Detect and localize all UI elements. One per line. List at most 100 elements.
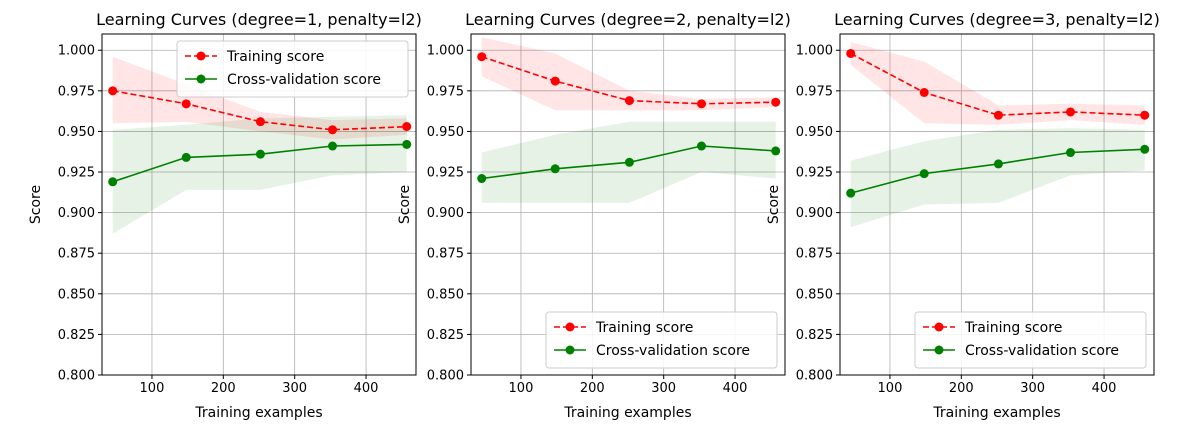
y-tick-label: 0.825 [796,328,833,343]
std-band-training [112,56,407,140]
data-point-training [255,117,265,127]
y-tick-label: 0.950 [427,125,464,140]
legend: Training score Cross-validation score [914,311,1147,369]
data-point-cv [108,177,118,187]
data-point-training [402,122,412,132]
data-point-training [477,52,487,62]
chart-title: Learning Curves (degree=1, penalty=l2) [96,10,422,29]
legend-box [176,40,409,98]
y-tick-label: 0.875 [427,247,464,262]
legend-box [914,311,1147,369]
chart-panel-3: 100 200 300 400 0.800 0.825 0.850 0.875 0.900 0.9… [766,10,1160,421]
data-point-training [181,99,191,109]
y-tick-label: 0.875 [58,247,95,262]
y-tick-label: 0.850 [796,287,833,302]
x-tick-label: 400 [1092,381,1117,396]
y-axis-label: Score [397,185,413,224]
legend-entry-cv: Cross-validation score [227,72,381,88]
data-point-cv [402,139,412,149]
x-axis-label: Training examples [932,405,1060,421]
legend-entry-cv: Cross-validation score [965,343,1119,359]
y-axis-label: Score [766,185,782,224]
chart-panel-2: 100 200 300 400 0.800 0.825 0.850 0.875 0.900 0.9… [397,10,791,421]
data-point-cv [624,157,634,167]
chart-title: Learning Curves (degree=3, penalty=l2) [834,10,1160,29]
data-point-training [846,48,856,58]
data-point-training [328,125,338,135]
data-point-cv [1066,148,1076,158]
y-tick-label: 0.800 [796,369,833,384]
y-tick-label: 0.975 [58,84,95,99]
y-tick-label: 0.900 [58,206,95,221]
legend-swatch-marker [196,74,206,84]
legend-swatch-marker [934,345,944,355]
x-tick-label: 100 [140,381,165,396]
std-band-training [481,37,776,111]
legend-swatch-marker [196,51,206,61]
y-tick-label: 0.975 [427,84,464,99]
data-point-training [550,76,560,86]
series-line-training [112,90,407,131]
data-point-cv [697,141,707,151]
data-point-cv [477,174,487,184]
data-point-cv [328,141,338,151]
legend-entry-training: Training score [595,320,693,336]
y-tick-label: 0.925 [796,166,833,181]
x-tick-label: 100 [509,381,534,396]
data-point-cv [771,146,781,156]
legend-entry-training: Training score [964,320,1062,336]
y-tick-label: 0.975 [796,84,833,99]
data-point-training [771,97,781,107]
y-tick-label: 0.850 [427,287,464,302]
data-point-cv [1140,144,1150,154]
data-point-cv [846,188,856,198]
data-point-training [624,96,634,106]
x-tick-label: 200 [580,381,605,396]
y-tick-label: 0.825 [58,328,95,343]
x-tick-label: 300 [651,381,676,396]
y-tick-label: 0.850 [58,287,95,302]
legend-entry-training: Training score [226,49,324,65]
chart-title: Learning Curves (degree=2, penalty=l2) [465,10,791,29]
data-point-training [697,99,707,109]
data-point-cv [550,164,560,174]
legend-swatch-marker [565,322,575,332]
y-tick-label: 0.900 [796,206,833,221]
legend-swatch-marker [934,322,944,332]
data-point-training [1140,110,1150,120]
data-point-training [919,87,929,97]
x-tick-label: 200 [949,381,974,396]
data-point-cv [993,159,1003,169]
y-tick-label: 0.950 [796,125,833,140]
y-tick-label: 0.900 [427,206,464,221]
legend-entry-cv: Cross-validation score [596,343,750,359]
y-tick-label: 0.800 [427,369,464,384]
std-band-cv [112,115,407,234]
data-point-training [1066,107,1076,117]
y-tick-label: 0.800 [58,369,95,384]
y-tick-label: 0.950 [58,125,95,140]
y-tick-label: 0.825 [427,328,464,343]
axes-frame [101,33,417,376]
x-tick-label: 300 [282,381,307,396]
legend: Training score Cross-validation score [545,311,778,369]
x-axis-label: Training examples [563,405,691,421]
x-tick-label: 300 [1020,381,1045,396]
y-tick-label: 1.000 [427,44,464,59]
axes-frame [470,33,786,376]
x-axis-label: Training examples [194,405,322,421]
x-tick-label: 200 [211,381,236,396]
std-band-training [850,42,1145,125]
data-point-training [993,110,1003,120]
axes-frame [839,33,1155,376]
data-point-cv [255,149,265,159]
data-point-cv [181,152,191,162]
legend-box [545,311,778,369]
y-tick-label: 1.000 [796,44,833,59]
x-tick-label: 400 [354,381,379,396]
data-point-cv [919,169,929,179]
legend: Training score Cross-validation score [176,40,409,98]
y-tick-label: 0.925 [427,166,464,181]
y-tick-label: 0.875 [796,247,833,262]
